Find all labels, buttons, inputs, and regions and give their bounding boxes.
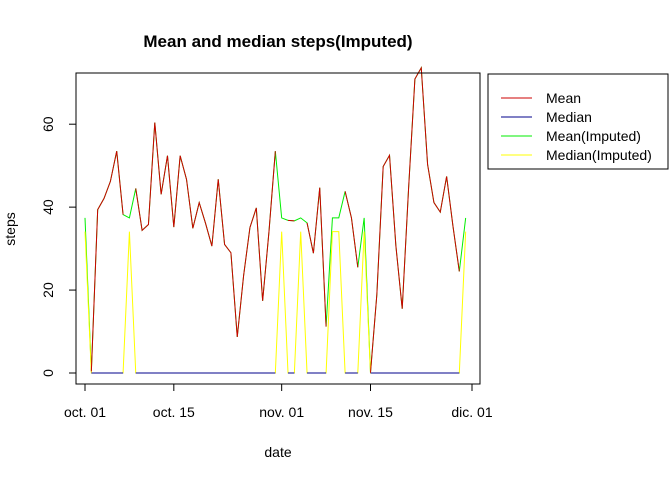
x-axis-label: date bbox=[264, 444, 291, 460]
y-axis-label: steps bbox=[2, 212, 18, 245]
series-layer bbox=[84, 66, 467, 374]
y-tick-label: 0 bbox=[40, 369, 56, 377]
y-axis: 0 20 40 60 bbox=[40, 116, 77, 377]
x-tick-label: nov. 15 bbox=[348, 404, 393, 420]
x-tick-label: dic. 01 bbox=[451, 404, 492, 420]
series-line bbox=[369, 66, 460, 373]
x-tick-label: oct. 15 bbox=[153, 404, 195, 420]
legend-label: Median(Imputed) bbox=[546, 147, 652, 163]
legend-box bbox=[487, 73, 669, 170]
series-line bbox=[306, 187, 327, 327]
x-axis: oct. 01 oct. 15 nov. 01 nov. 15 dic. 01 bbox=[64, 383, 493, 420]
y-tick-label: 60 bbox=[40, 116, 56, 132]
legend-label: Mean bbox=[546, 90, 581, 106]
series-line bbox=[90, 151, 124, 372]
legend: Mean Median Mean(Imputed) Median(Imputed) bbox=[487, 73, 669, 170]
legend-label: Mean(Imputed) bbox=[546, 128, 641, 144]
y-tick-label: 40 bbox=[40, 199, 56, 215]
chart-title: Mean and median steps(Imputed) bbox=[143, 32, 412, 51]
series-mean bbox=[90, 66, 460, 373]
series-line bbox=[135, 122, 276, 337]
x-tick-label: nov. 01 bbox=[259, 404, 304, 420]
y-tick-label: 20 bbox=[40, 282, 56, 298]
series-line bbox=[344, 191, 359, 268]
legend-label: Median bbox=[546, 109, 592, 125]
x-tick-label: oct. 01 bbox=[64, 404, 106, 420]
